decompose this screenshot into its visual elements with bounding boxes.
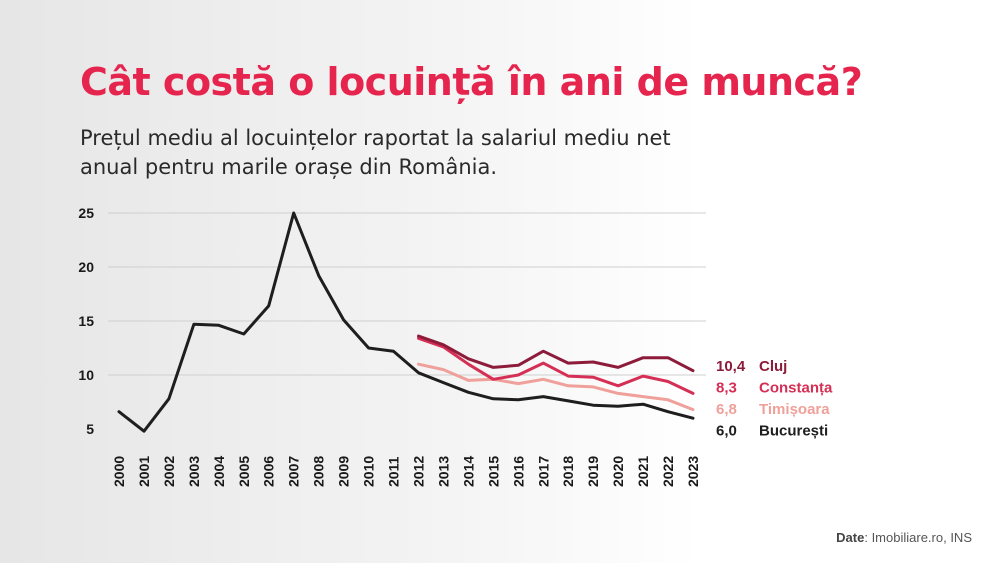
x-tick-2006: 2006 [261,456,277,487]
end-value-constanța: 8,3 [716,380,737,397]
x-tick-2007: 2007 [286,456,302,487]
x-tick-2023: 2023 [685,456,701,487]
x-tick-2003: 2003 [186,456,202,487]
chart-title: Cât costă o locuință în ani de muncă? [80,60,863,104]
source-text: : Imobiliare.ro, INS [864,530,972,545]
x-tick-2011: 2011 [386,456,402,487]
legend-timișoara: Timișoara [759,401,830,418]
x-tick-2017: 2017 [535,456,551,487]
x-tick-2015: 2015 [485,456,501,487]
chart-subtitle: Prețul mediu al locuințelor raportat la … [80,126,671,179]
y-axis: 5 10 15 20 25 [78,205,94,437]
x-tick-2020: 2020 [610,456,626,487]
series-lines [117,211,695,433]
x-tick-2010: 2010 [361,456,377,487]
y-tick-15: 15 [78,313,94,329]
end-labels: 10,4 Cluj 8,3 Constanța 6,8 Timișoara 6,0 Bucur… [716,358,833,440]
gridlines [108,212,706,376]
x-tick-2022: 2022 [660,456,676,487]
x-tick-2009: 2009 [336,456,352,487]
y-tick-25: 25 [78,205,94,221]
x-tick-2005: 2005 [236,456,252,487]
x-axis: 2000 2001 2002 2003 2004 2005 2006 2007 2008 2009… [111,456,701,487]
legend-cluj: Cluj [759,358,787,375]
x-tick-2012: 2012 [410,456,426,487]
x-tick-2016: 2016 [510,456,526,487]
x-tick-2014: 2014 [460,456,476,487]
x-tick-2004: 2004 [211,456,227,487]
x-tick-2002: 2002 [161,456,177,487]
x-tick-2000: 2000 [111,456,127,487]
series-line-cluj [417,334,695,373]
y-tick-20: 20 [78,259,94,275]
end-value-timișoara: 6,8 [716,401,737,418]
series-line-constanța [417,336,695,395]
x-tick-2018: 2018 [560,456,576,487]
series-line-bucurești [117,211,695,433]
y-tick-5: 5 [86,421,94,437]
series-line-timișoara [417,362,695,412]
legend-bucurești: București [759,423,828,440]
x-tick-2021: 2021 [635,456,651,487]
end-value-bucurești: 6,0 [716,423,737,440]
x-tick-2019: 2019 [585,456,601,487]
x-tick-2008: 2008 [311,456,327,487]
y-tick-10: 10 [78,367,94,383]
x-tick-2001: 2001 [136,456,152,487]
x-tick-2013: 2013 [435,456,451,487]
source-label: Date [836,530,865,545]
legend-constanța: Constanța [759,380,833,397]
end-value-cluj: 10,4 [716,358,746,375]
source-note: Date: Imobiliare.ro, INS [836,530,972,545]
